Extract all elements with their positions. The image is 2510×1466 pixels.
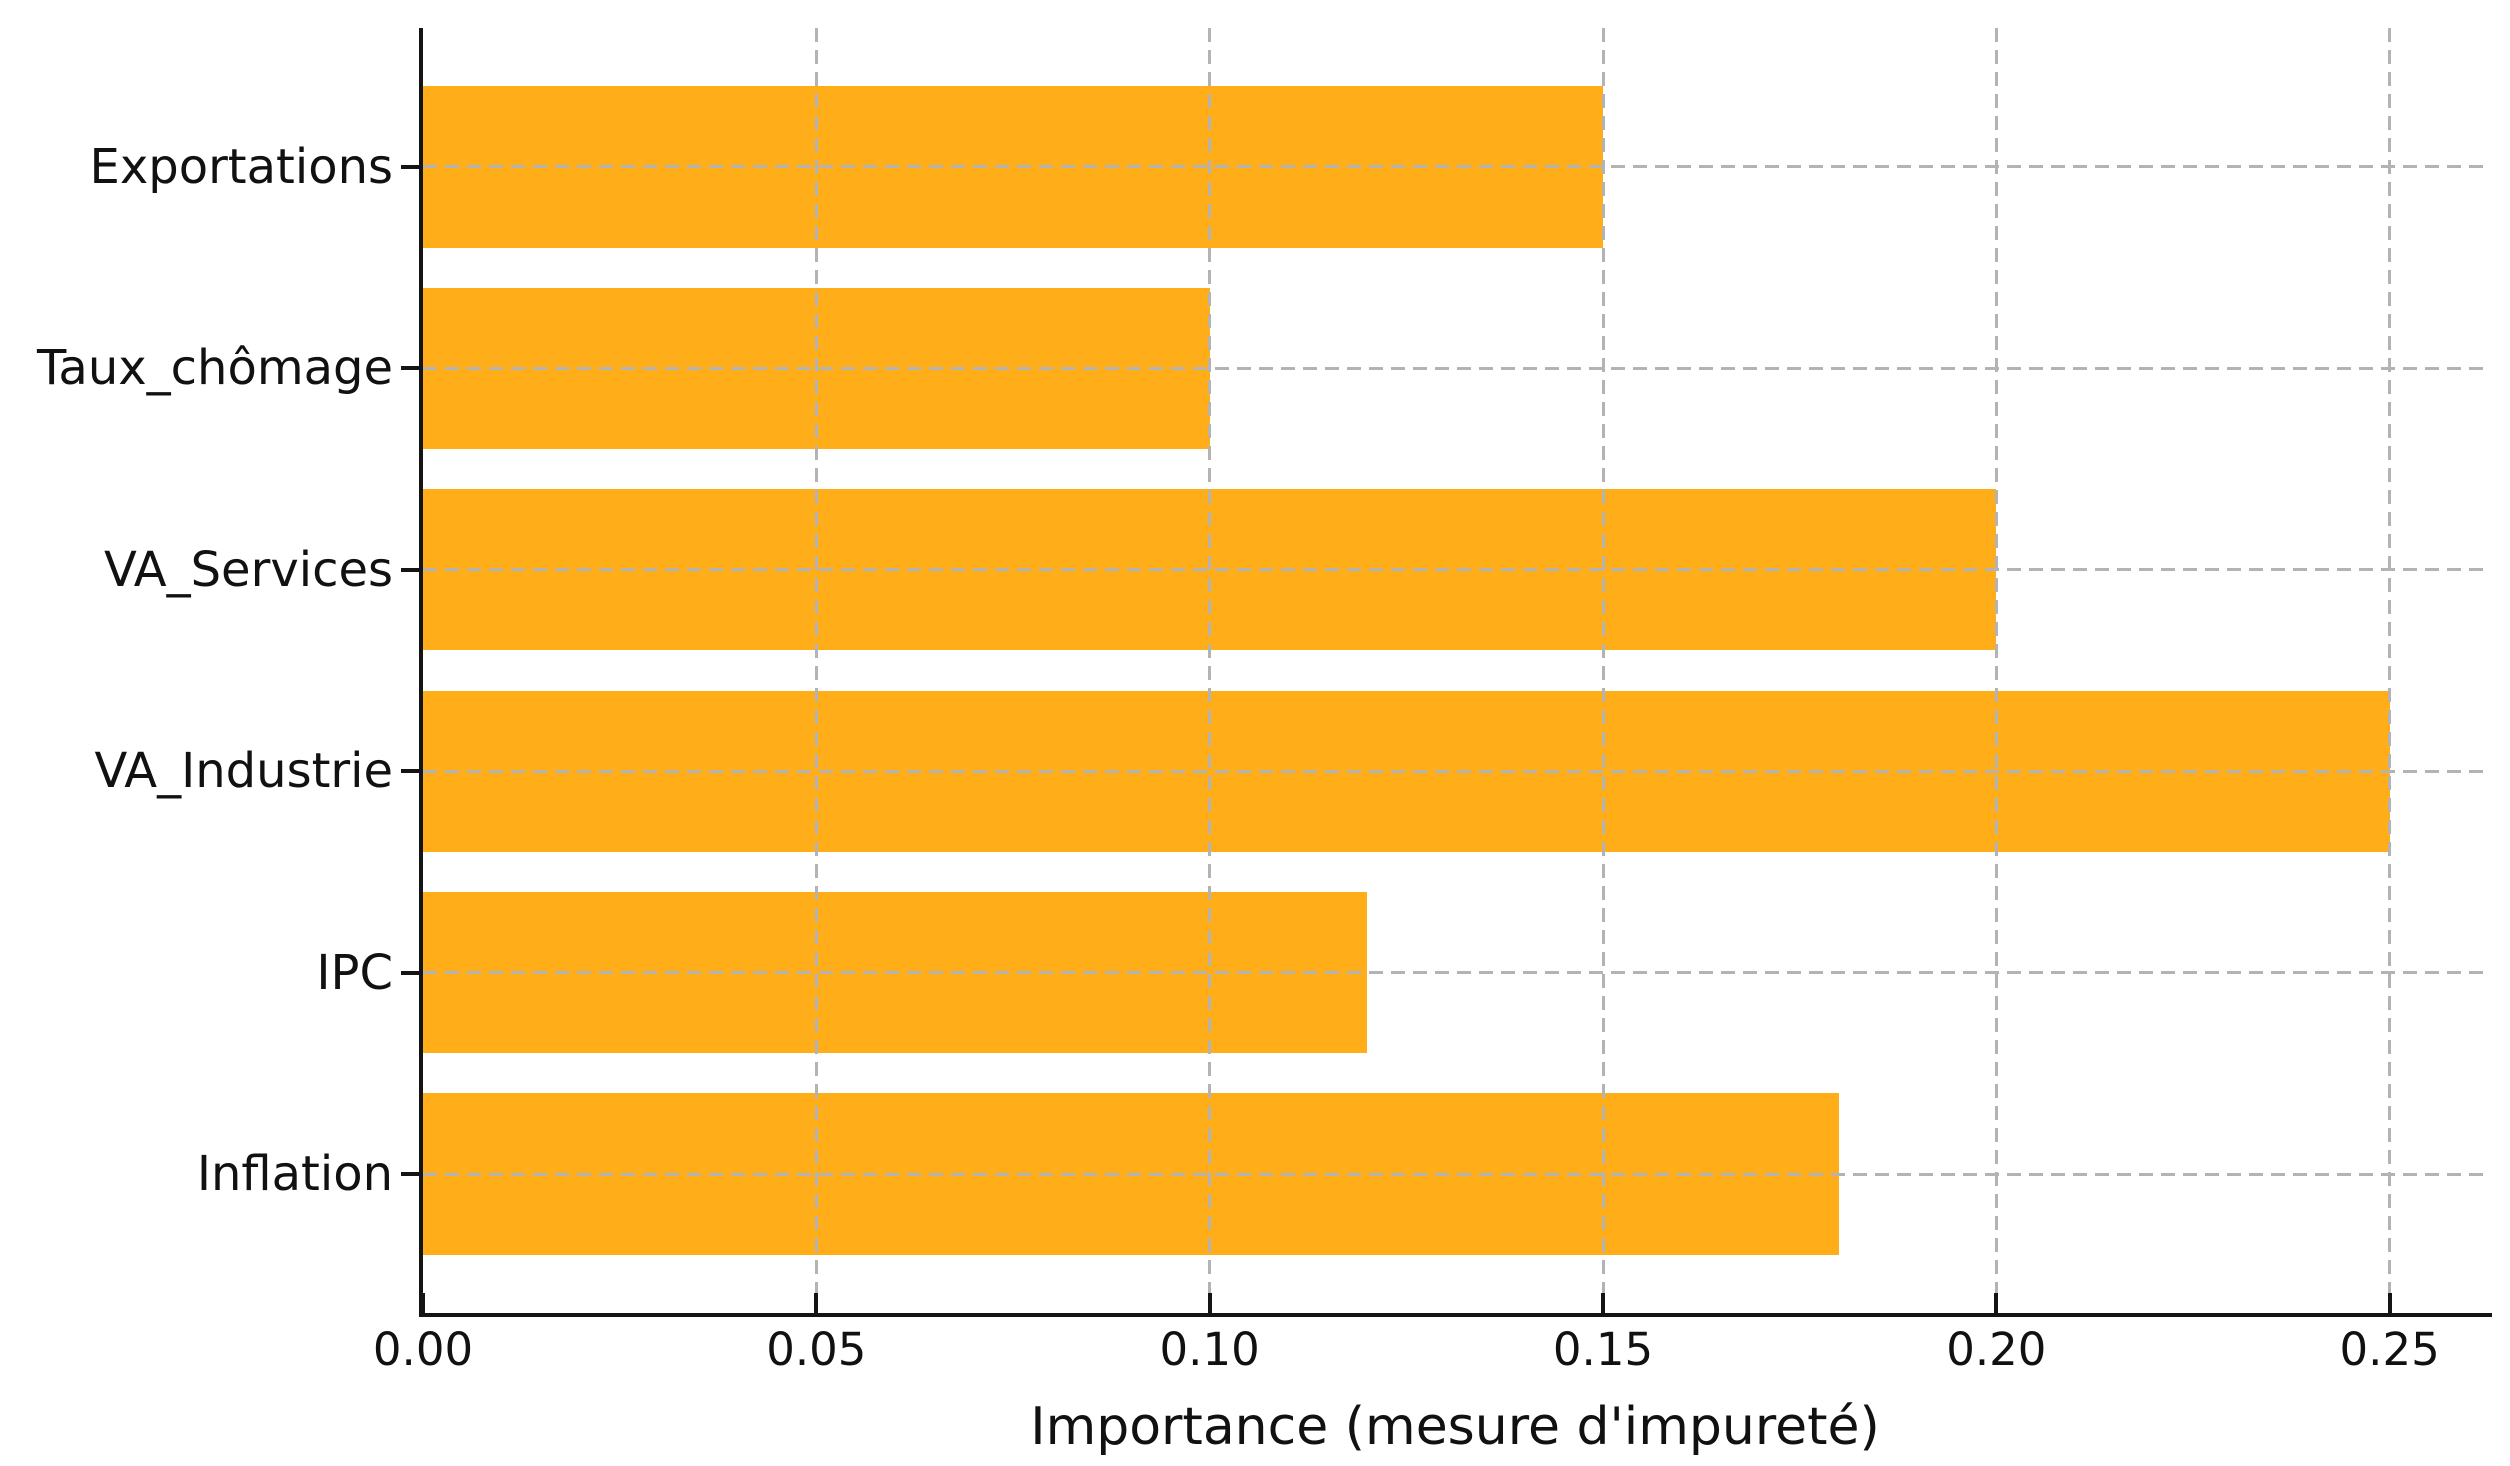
gridline-vertical: [2388, 28, 2392, 1313]
x-tick-label: 0.00: [372, 1323, 474, 1376]
y-tick-label: Exportations: [89, 138, 394, 195]
y-tick-mark: [401, 567, 419, 572]
gridline-vertical: [814, 28, 818, 1313]
y-tick-mark: [401, 366, 419, 371]
x-tick-label: 0.10: [1159, 1323, 1260, 1376]
gridline-vertical: [1208, 28, 1212, 1313]
y-tick-label: Taux_chômage: [37, 340, 393, 397]
gridline-vertical: [1601, 28, 1605, 1313]
x-tick-mark: [421, 1293, 425, 1313]
x-axis-spine: [419, 1313, 2492, 1317]
x-tick-label: 0.25: [2339, 1323, 2440, 1376]
y-tick-mark: [401, 164, 419, 169]
x-axis-title: Importance (mesure d'impureté): [1030, 1397, 1880, 1457]
gridline-horizontal: [423, 568, 2488, 572]
gridline-horizontal: [423, 1172, 2488, 1176]
x-tick-mark: [1994, 1293, 1999, 1313]
x-tick-label: 0.05: [766, 1323, 867, 1376]
y-tick-label: IPC: [316, 944, 393, 1001]
y-tick-label: VA_Industrie: [94, 743, 394, 800]
gridline-horizontal: [423, 769, 2488, 773]
x-tick-mark: [1207, 1293, 1212, 1313]
x-tick-label: 0.15: [1552, 1323, 1654, 1376]
y-tick-label: Inflation: [196, 1146, 393, 1203]
y-tick-mark: [401, 1172, 419, 1177]
gridline-horizontal: [423, 971, 2488, 975]
x-tick-mark: [1601, 1293, 1605, 1313]
x-tick-mark: [814, 1293, 819, 1313]
gridline-vertical: [1994, 28, 1998, 1313]
y-tick-mark: [401, 970, 419, 975]
x-tick-mark: [2387, 1293, 2392, 1313]
x-tick-label: 0.20: [1946, 1323, 2047, 1376]
gridline-horizontal: [423, 165, 2488, 169]
y-axis-spine: [419, 28, 423, 1317]
y-tick-label: VA_Services: [103, 541, 393, 598]
y-tick-mark: [401, 769, 419, 774]
plot-area: [401, 28, 2492, 1317]
gridline-horizontal: [423, 366, 2488, 370]
